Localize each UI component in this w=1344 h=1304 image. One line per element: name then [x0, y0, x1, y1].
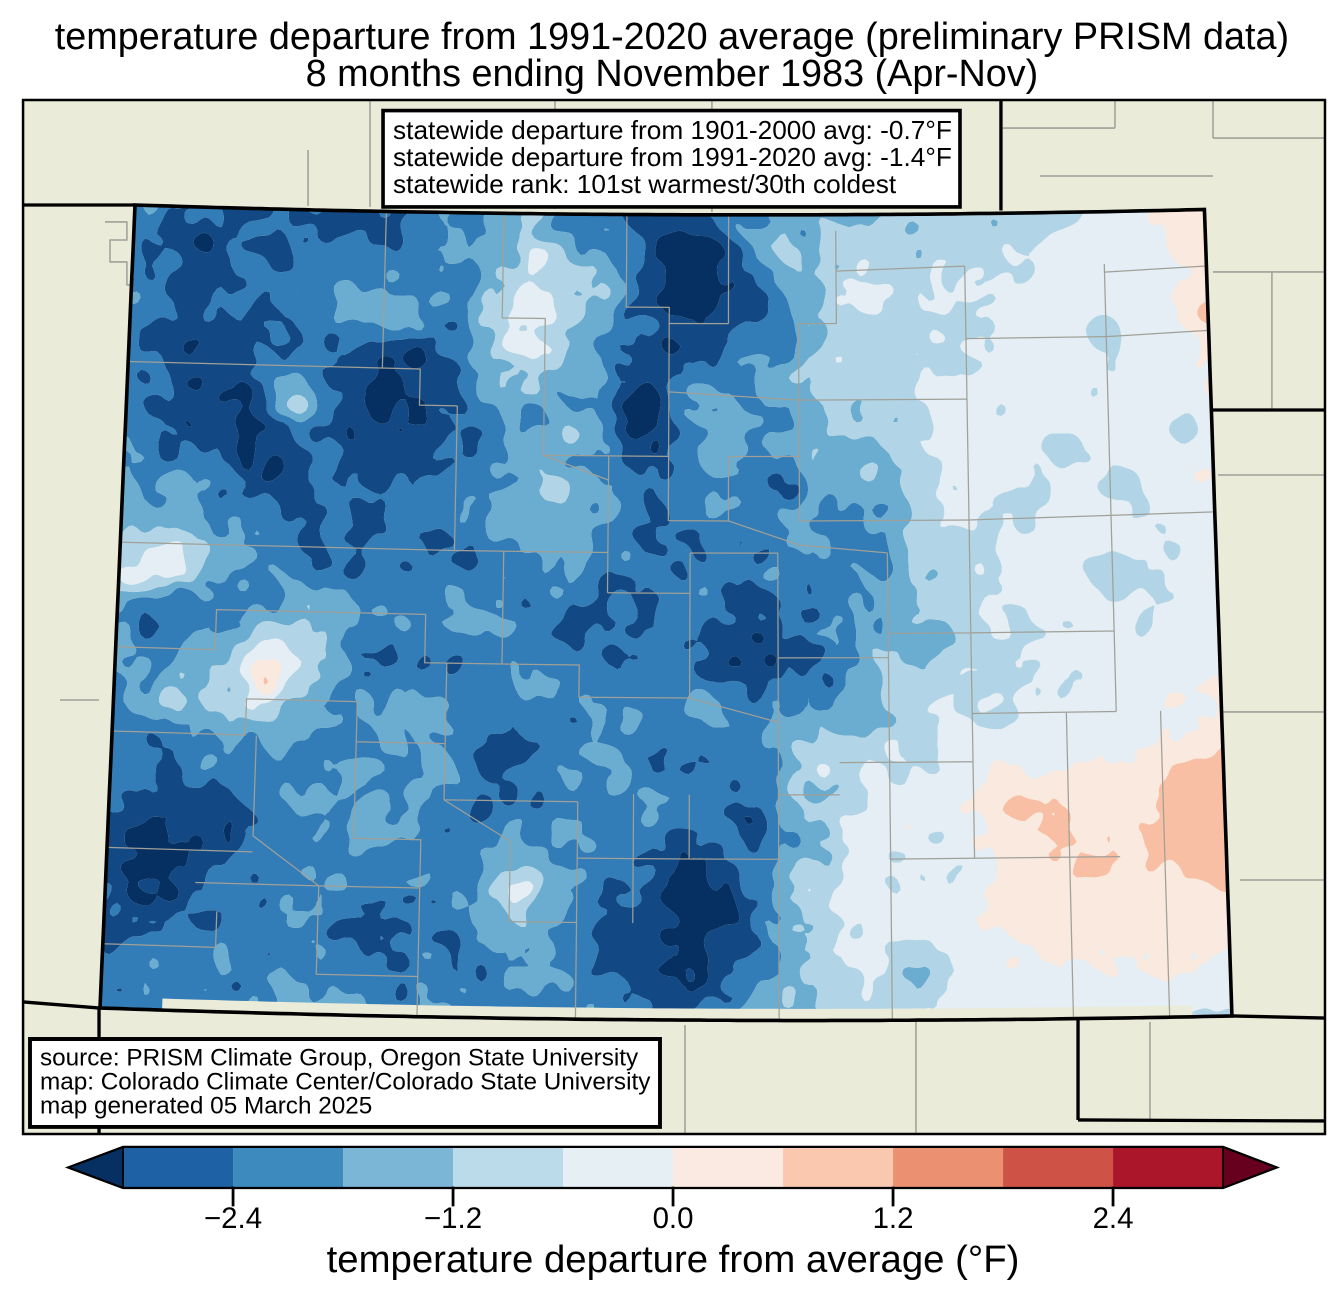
svg-text:map generated 05 March 2025: map generated 05 March 2025: [40, 1092, 372, 1119]
svg-text:0.0: 0.0: [653, 1202, 694, 1235]
svg-text:8 months ending November 1983: 8 months ending November 1983 (Apr-Nov): [306, 53, 1039, 95]
svg-text:temperature departure from ave: temperature departure from average (°F): [327, 1238, 1020, 1281]
svg-text:statewide departure from 1901-: statewide departure from 1901-2000 avg: …: [393, 115, 952, 145]
svg-text:temperature departure from 199: temperature departure from 1991-2020 ave…: [55, 16, 1289, 58]
svg-text:−2.4: −2.4: [204, 1202, 262, 1235]
svg-text:statewide departure from 1991-: statewide departure from 1991-2020 avg: …: [393, 142, 952, 172]
svg-text:map: Colorado Climate Center/C: map: Colorado Climate Center/Colorado St…: [40, 1068, 651, 1095]
svg-text:statewide rank: 101st warmest/: statewide rank: 101st warmest/30th colde…: [393, 169, 897, 199]
svg-text:source: PRISM Climate Group, O: source: PRISM Climate Group, Oregon Stat…: [40, 1045, 639, 1072]
svg-text:2.4: 2.4: [1093, 1202, 1134, 1235]
svg-text:−1.2: −1.2: [424, 1202, 482, 1235]
svg-text:1.2: 1.2: [873, 1202, 914, 1235]
